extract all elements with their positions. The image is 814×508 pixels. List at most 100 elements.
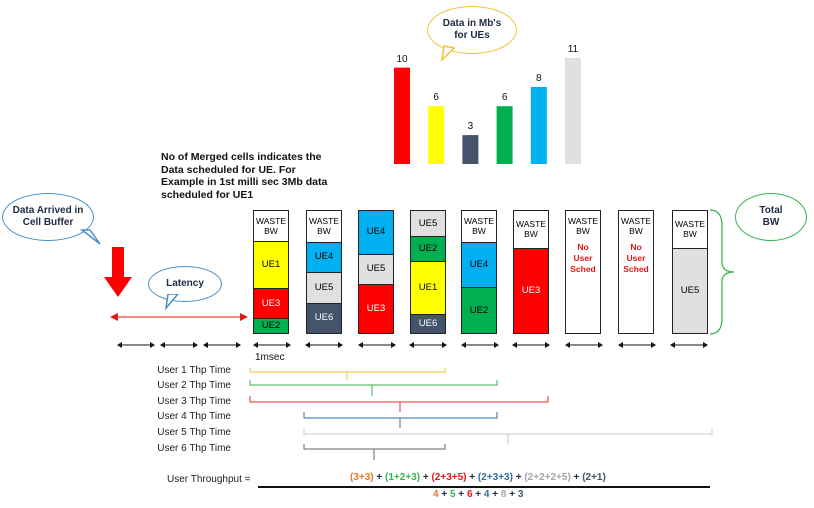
formula-term: + <box>438 489 450 500</box>
time-arrow <box>203 342 241 348</box>
formula-term: (2+2+2+5) <box>524 472 571 483</box>
time-arrow <box>160 342 198 348</box>
formula-term: + <box>512 472 525 483</box>
total-bw-text: Total BW <box>759 205 783 228</box>
bubble-tail <box>440 45 456 63</box>
time-arrow <box>618 342 656 348</box>
slot-cell: WASTE BW <box>462 211 496 242</box>
formula-term: + <box>373 472 386 483</box>
bar-value-ue6: 11 <box>567 44 579 55</box>
formula-term: + <box>420 472 432 483</box>
thp-label-user-6: User 6 Thp Time <box>157 443 231 454</box>
formula-term: + <box>570 472 583 483</box>
formula-term: 5 <box>449 489 456 500</box>
slot-cell: UE2 <box>254 318 288 333</box>
slot-cell: UE6 <box>411 314 445 333</box>
latency-text: Latency <box>166 278 204 289</box>
slot-cell: UE5 <box>411 211 445 237</box>
arrived-bubble-tail <box>80 229 101 245</box>
formula-term: (2+3+3) <box>477 472 513 483</box>
slot-1: WASTE BW UE1 UE3 UE2 <box>253 210 289 334</box>
data-mb-text: Data in Mb's for UEs <box>442 18 502 41</box>
bar-value-ue4: 6 <box>501 92 508 104</box>
formula-term: + <box>466 472 478 483</box>
bar-value-ue1: 10 <box>396 53 408 65</box>
throughput-numerator: (3+3) + (1+2+3) + (2+3+5) + (2+3+3) + (2… <box>350 472 606 483</box>
slot-cell: UE3 <box>254 288 288 319</box>
data-arrived-bubble: Data Arrived in Cell Buffer <box>2 193 94 241</box>
bar-ue2 <box>428 106 445 164</box>
thp-label-user-3: User 3 Thp Time <box>157 396 231 407</box>
time-arrow <box>305 342 343 348</box>
slot-cell: No User Sched <box>619 241 653 333</box>
slot-cell: UE4 <box>359 211 393 254</box>
merged-cells-note: No of Merged cells indicates the Data sc… <box>161 151 328 201</box>
thp-label-user-5: User 5 Thp Time <box>157 427 231 438</box>
data-mb-bubble: Data in Mb's for UEs <box>427 6 517 54</box>
bar-ue3 <box>462 135 479 164</box>
slot-cell: UE1 <box>411 261 445 315</box>
slot-6: WASTE BW UE3 <box>513 210 549 334</box>
bar-ue6 <box>565 58 581 164</box>
time-arrow <box>512 342 550 348</box>
latency-bubble: Latency <box>148 266 222 302</box>
slot-cell: WASTE BW <box>307 211 341 242</box>
formula-term: 6 <box>466 489 473 500</box>
latency-bubble-tail <box>164 294 179 311</box>
total-bw-brace <box>709 209 735 335</box>
formula-term: (2+3+5) <box>431 472 467 483</box>
bar-value-ue5: 8 <box>536 72 542 84</box>
slot-cell: WASTE BW <box>619 211 653 242</box>
total-bw-bubble: Total BW <box>735 193 807 241</box>
slot-8: WASTE BW No User Sched <box>618 210 654 334</box>
time-arrow <box>409 342 447 348</box>
slot-cell: UE5 <box>673 247 707 333</box>
formula-term: 4 <box>433 489 439 500</box>
slot-cell: UE4 <box>462 241 496 288</box>
msec-label: 1msec <box>255 352 285 363</box>
slot-cell: No User Sched <box>566 241 600 333</box>
formula-term: (3+3) <box>350 472 374 483</box>
time-arrow <box>358 342 396 348</box>
formula-term: (1+2+3) <box>385 472 421 483</box>
formula-term: 8 <box>500 489 507 500</box>
slot-cell: UE2 <box>411 236 445 262</box>
time-arrow <box>253 342 291 348</box>
slot-cell: UE4 <box>307 241 341 272</box>
slot-cell: UE2 <box>462 287 496 333</box>
slot-7: WASTE BW No User Sched <box>565 210 601 334</box>
slot-cell: UE3 <box>514 247 548 333</box>
time-arrow <box>461 342 499 348</box>
formula-term: + <box>455 489 467 500</box>
data-bar-chart <box>394 58 581 164</box>
time-arrows <box>117 342 708 348</box>
bar-ue1 <box>394 67 410 164</box>
slot-cell: UE5 <box>359 253 393 285</box>
slot-cell: UE1 <box>254 240 288 289</box>
latency-arrow <box>110 313 248 321</box>
time-arrow <box>117 342 155 348</box>
thp-brackets <box>249 368 713 460</box>
slot-cell: UE5 <box>307 272 341 303</box>
formula-term: + <box>506 489 518 500</box>
slot-3: UE4 UE5 UE3 <box>358 210 394 334</box>
thp-label-user-4: User 4 Thp Time <box>157 411 231 422</box>
throughput-denominator: 4 + 5 + 6 + 4 + 8 + 3 <box>433 489 523 500</box>
slot-2: WASTE BW UE4 UE5 UE6 <box>306 210 342 334</box>
thp-label-user-2: User 2 Thp Time <box>157 380 231 391</box>
slot-cell: WASTE BW <box>673 211 707 248</box>
formula-term: + <box>472 489 484 500</box>
thp-label-user-1: User 1 Thp Time <box>157 365 231 376</box>
slot-cell: WASTE BW <box>254 211 288 241</box>
down-arrow-icon <box>104 247 132 297</box>
throughput-label: User Throughput = <box>167 474 251 485</box>
time-arrow <box>565 342 603 348</box>
slot-cell: UE6 <box>307 302 341 333</box>
bar-ue4 <box>496 106 513 164</box>
formula-term: + <box>489 489 501 500</box>
formula-term: 3 <box>517 489 524 500</box>
slot-4: UE5 UE2 UE1 UE6 <box>410 210 446 334</box>
slot-5: WASTE BW UE4 UE2 <box>461 210 497 334</box>
time-arrow <box>670 342 708 348</box>
formula-term: 4 <box>483 489 490 500</box>
